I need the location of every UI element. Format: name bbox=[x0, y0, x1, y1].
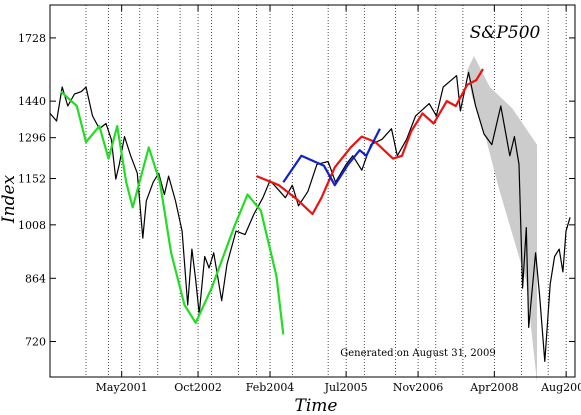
y-axis-label: Index bbox=[0, 174, 19, 224]
x-tick-label: Aug2009 bbox=[540, 381, 581, 394]
y-tick-label: 864 bbox=[25, 272, 46, 285]
y-tick-label: 1008 bbox=[18, 219, 46, 232]
blue-fit-curve bbox=[282, 128, 381, 187]
forecast-band bbox=[467, 56, 537, 383]
vertical-gridlines bbox=[85, 5, 567, 377]
x-tick-label: Apr2008 bbox=[469, 381, 518, 394]
x-tick-label: Oct2002 bbox=[174, 381, 222, 394]
y-tick-label: 720 bbox=[25, 336, 46, 349]
price-series-line bbox=[49, 71, 571, 362]
series-lines bbox=[49, 68, 571, 362]
x-tick-label: Jul2005 bbox=[324, 381, 368, 394]
y-axis-ticks: 720 864 1008 1152 1296 1440 1728 bbox=[18, 32, 575, 349]
x-tick-label: May2001 bbox=[96, 381, 148, 394]
y-tick-label: 1728 bbox=[18, 32, 46, 45]
x-tick-label: Nov2006 bbox=[393, 381, 443, 394]
red-fit-curve bbox=[256, 68, 484, 216]
chart-title: S&P500 bbox=[470, 23, 541, 43]
plot-frame bbox=[49, 4, 576, 378]
y-tick-label: 1440 bbox=[18, 95, 46, 108]
green-fit-curve bbox=[60, 90, 285, 335]
x-axis-label: Time bbox=[295, 396, 338, 415]
y-tick-label: 1296 bbox=[18, 132, 46, 145]
y-tick-label: 1152 bbox=[18, 173, 46, 186]
generated-annotation: Generated on August 31, 2009 bbox=[340, 348, 496, 359]
forecast-band-area bbox=[467, 56, 537, 383]
x-axis-ticks: May2001 Oct2002 Feb2004 Jul2005 Nov2006 Apr20… bbox=[96, 5, 581, 394]
x-tick-label: Feb2004 bbox=[246, 381, 295, 394]
